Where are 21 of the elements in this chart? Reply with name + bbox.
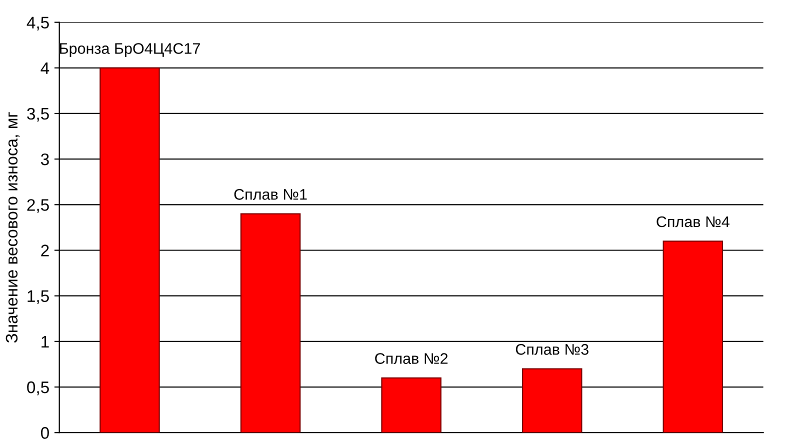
y-tick-label: 0 (40, 427, 49, 439)
y-tick-label: 2,5 (27, 199, 49, 213)
x-tick-label: Сплав №4 (656, 216, 730, 228)
x-tick-label: Сплав №1 (234, 189, 307, 200)
y-tick-label: 3,5 (27, 108, 49, 122)
x-tick-label: Бронза БрО4Ц4С17 (60, 43, 200, 57)
bar (522, 368, 582, 433)
y-axis-title: Значение весового износа, мг (6, 112, 20, 343)
y-tick-label: 2 (41, 244, 49, 256)
y-tick-label: 3 (40, 153, 49, 166)
y-tick-label: 1,5 (28, 290, 49, 304)
bar (100, 67, 160, 433)
y-tick-label: 4 (40, 62, 50, 74)
bar (662, 240, 724, 433)
x-tick-label: Сплав №2 (375, 353, 448, 364)
y-tick-label: 0,5 (27, 381, 49, 396)
y-tick-label: 1 (42, 336, 49, 348)
bar (240, 213, 301, 433)
bar (381, 377, 442, 433)
x-tick-label: Сплав №3 (516, 344, 588, 355)
y-tick-label: 4,5 (26, 16, 49, 30)
